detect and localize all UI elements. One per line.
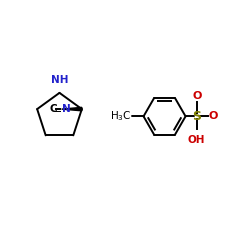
Polygon shape [62,107,82,111]
Text: N: N [62,104,71,114]
Text: O: O [192,90,202,101]
Text: OH: OH [188,135,206,145]
Text: C: C [49,104,57,114]
Text: S: S [192,110,201,123]
Text: $\mathregular{H_3C}$: $\mathregular{H_3C}$ [110,110,131,123]
Text: O: O [208,111,218,121]
Text: NH: NH [51,75,68,85]
